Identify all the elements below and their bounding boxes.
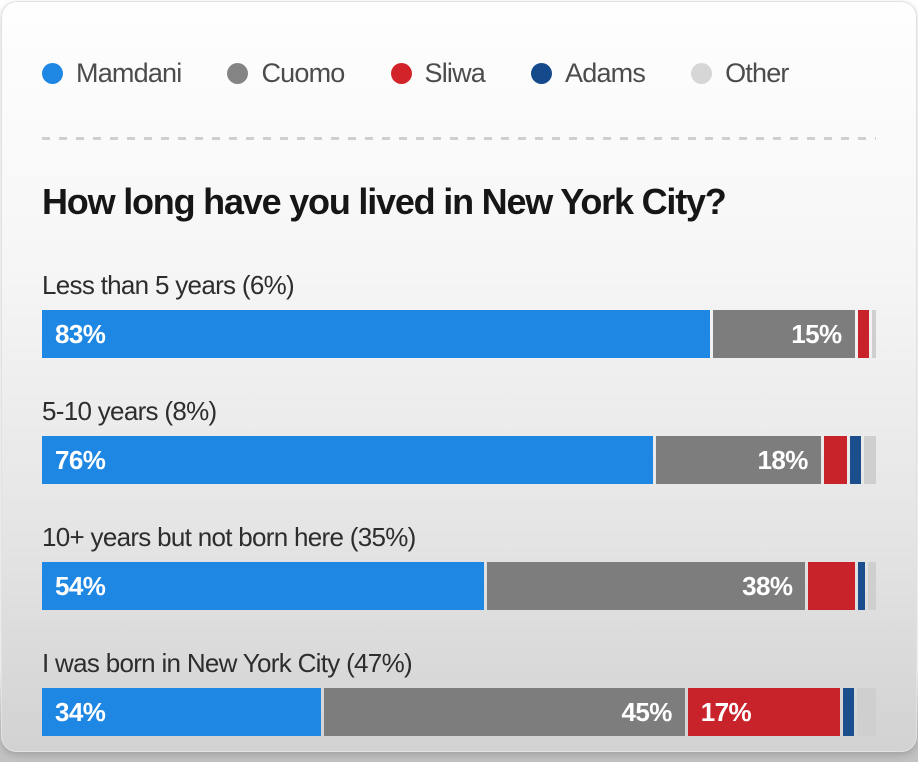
legend-item-cuomo: Cuomo (227, 58, 345, 89)
bar-segment-other (868, 562, 876, 610)
bar-segment-mamdani: 76% (42, 436, 654, 484)
legend-label: Cuomo (261, 58, 345, 88)
legend-item-other: Other (691, 58, 789, 89)
bar-segment-sliwa (808, 562, 855, 610)
bar-segment-adams (857, 562, 866, 610)
legend-dot-adams-icon (531, 63, 553, 84)
bar-segment-adams (849, 436, 862, 484)
legend-label: Mamdani (76, 58, 182, 88)
bar-row-label: Less than 5 years (6%) (42, 270, 295, 300)
legend: Mamdani Cuomo Sliwa Adams Other (42, 2, 876, 89)
bar-row: 10+ years but not born here (35%) 54% 38% (42, 522, 876, 610)
legend-dot-sliwa-icon (390, 63, 412, 84)
bar-segment-cuomo: 18% (656, 436, 821, 484)
stacked-bar: 76% 18% (42, 436, 876, 484)
stacked-bar: 54% 38% (42, 562, 876, 610)
bar-segment-other (872, 310, 876, 358)
bar-segment-sliwa: 17% (687, 688, 841, 736)
legend-label: Sliwa (424, 58, 486, 88)
bar-segment-cuomo: 38% (486, 562, 806, 610)
bar-segment-adams (843, 688, 855, 736)
legend-dot-mamdani-icon (42, 63, 63, 84)
legend-label: Adams (565, 58, 646, 88)
legend-item-sliwa: Sliwa (390, 58, 486, 89)
chart-title: How long have you lived in New York City… (42, 181, 727, 222)
legend-label: Other (725, 58, 789, 88)
dashed-divider (42, 137, 876, 140)
bar-segment-mamdani: 34% (42, 688, 321, 736)
bar-row-label: I was born in New York City (47%) (42, 648, 413, 678)
bar-segment-cuomo: 15% (712, 310, 855, 358)
bar-segment-mamdani: 54% (42, 562, 484, 610)
bar-segment-other (857, 688, 876, 736)
bar-row: I was born in New York City (47%) 34% 45% 1… (42, 648, 876, 736)
stacked-bar: 34% 45% 17% (42, 688, 876, 736)
bar-row: Less than 5 years (6%) 83% 15% (42, 270, 876, 358)
chart-rows: Less than 5 years (6%) 83% 15% 5-10 years (… (42, 270, 876, 736)
bar-segment-mamdani: 83% (42, 310, 710, 358)
legend-item-adams: Adams (531, 58, 646, 89)
legend-dot-cuomo-icon (227, 63, 249, 84)
stacked-bar: 83% 15% (42, 310, 876, 358)
legend-dot-other-icon (691, 63, 713, 84)
bar-segment-sliwa (857, 310, 870, 358)
bar-segment-cuomo: 45% (323, 688, 685, 736)
bar-row-label: 10+ years but not born here (35%) (42, 522, 416, 552)
bar-segment-other (864, 436, 876, 484)
bar-row-label: 5-10 years (8%) (42, 396, 217, 426)
bar-row: 5-10 years (8%) 76% 18% (42, 396, 876, 484)
bar-segment-sliwa (823, 436, 847, 484)
legend-item-mamdani: Mamdani (42, 58, 182, 89)
